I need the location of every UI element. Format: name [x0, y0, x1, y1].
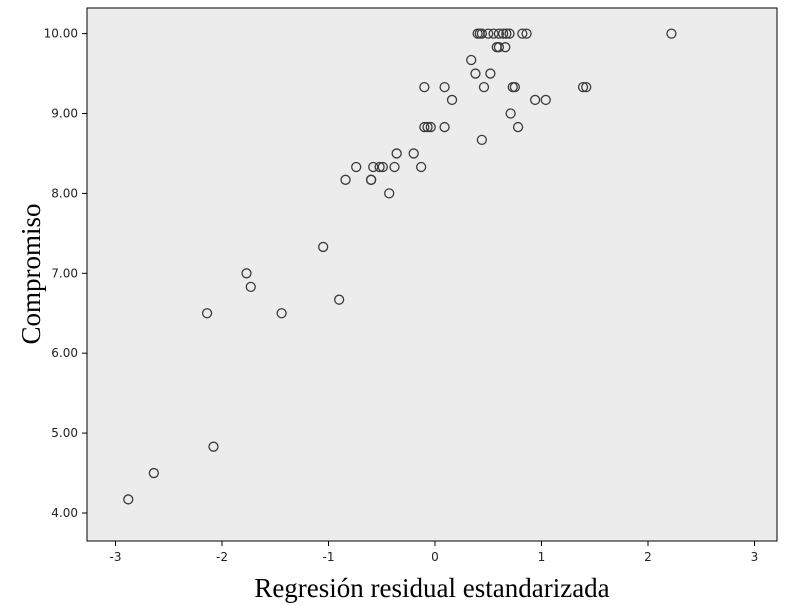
scatter-point: [466, 54, 477, 66]
scatter-point: [384, 188, 395, 199]
scatter-point: [470, 68, 481, 79]
y-tick-label: 6.00: [51, 346, 78, 360]
scatter-point: [485, 68, 496, 79]
scatter-point: [439, 121, 450, 133]
scatter-point: [391, 148, 402, 159]
scatter-point: [493, 28, 505, 39]
y-axis: 4.00 5.00 6.00 7.00 8.00 9.00 10.00: [44, 27, 87, 520]
data-points: [123, 28, 677, 505]
scatter-point: [500, 42, 511, 53]
y-tick-label: 4.00: [51, 506, 78, 520]
scatter-point: [416, 161, 427, 173]
scatter-point: [245, 281, 256, 293]
scatter-point: [478, 81, 490, 93]
x-axis-title: Regresión residual estandarizada: [254, 573, 609, 603]
y-axis-title: Compromiso: [16, 203, 46, 344]
scatter-point: [509, 81, 521, 93]
scatter-point: [318, 241, 329, 253]
scatter-point: [529, 94, 541, 106]
scatter-point: [504, 28, 515, 39]
plot-area: [86, 7, 778, 542]
x-tick-label: 3: [751, 550, 759, 564]
scatter-point: [208, 441, 219, 452]
scatter-point: [540, 94, 551, 106]
scatter-point: [408, 148, 419, 159]
y-tick-label: 10.00: [44, 27, 78, 41]
scatter-point: [505, 108, 516, 119]
scatter-point: [439, 81, 450, 93]
scatter-point: [493, 42, 505, 53]
scatter-point: [374, 161, 385, 173]
x-tick-label: -1: [323, 550, 335, 564]
scatter-point: [340, 174, 351, 185]
scatter-point: [351, 161, 362, 173]
scatter-point: [446, 94, 458, 106]
scatter-point: [581, 81, 592, 93]
scatter-point: [377, 161, 388, 173]
y-tick-label: 5.00: [51, 426, 78, 440]
scatter-point: [419, 121, 430, 133]
x-tick-label: -3: [110, 550, 122, 564]
scatter-point: [501, 28, 512, 39]
scatter-point: [577, 81, 589, 93]
scatter-point: [425, 121, 436, 133]
x-tick-label: 1: [538, 550, 546, 564]
scatter-point: [476, 134, 488, 146]
x-tick-label: 0: [431, 550, 439, 564]
scatter-point: [419, 81, 430, 93]
scatter-point: [201, 308, 213, 319]
scatter-point: [365, 174, 377, 185]
scatter-point: [123, 494, 134, 505]
scatter-point: [422, 121, 433, 133]
scatter-point: [148, 467, 159, 479]
x-tick-label: -2: [216, 550, 228, 564]
scatter-point: [241, 268, 252, 279]
scatter-point: [521, 28, 532, 39]
scatter-point: [389, 161, 400, 173]
scatter-point: [333, 294, 345, 305]
scatter-point: [483, 28, 494, 39]
scatter-point: [498, 28, 509, 39]
y-tick-label: 8.00: [51, 186, 78, 200]
y-tick-label: 9.00: [51, 107, 78, 121]
scatter-point: [276, 308, 287, 319]
scatter-point: [517, 28, 528, 39]
x-axis: -3 -2 -1 0 1 2 3: [110, 541, 759, 564]
scatter-point: [512, 121, 524, 133]
x-tick-label: 2: [644, 550, 652, 564]
scatter-point: [666, 28, 677, 39]
scatter-point: [476, 28, 488, 39]
y-tick-label: 7.00: [51, 266, 78, 280]
